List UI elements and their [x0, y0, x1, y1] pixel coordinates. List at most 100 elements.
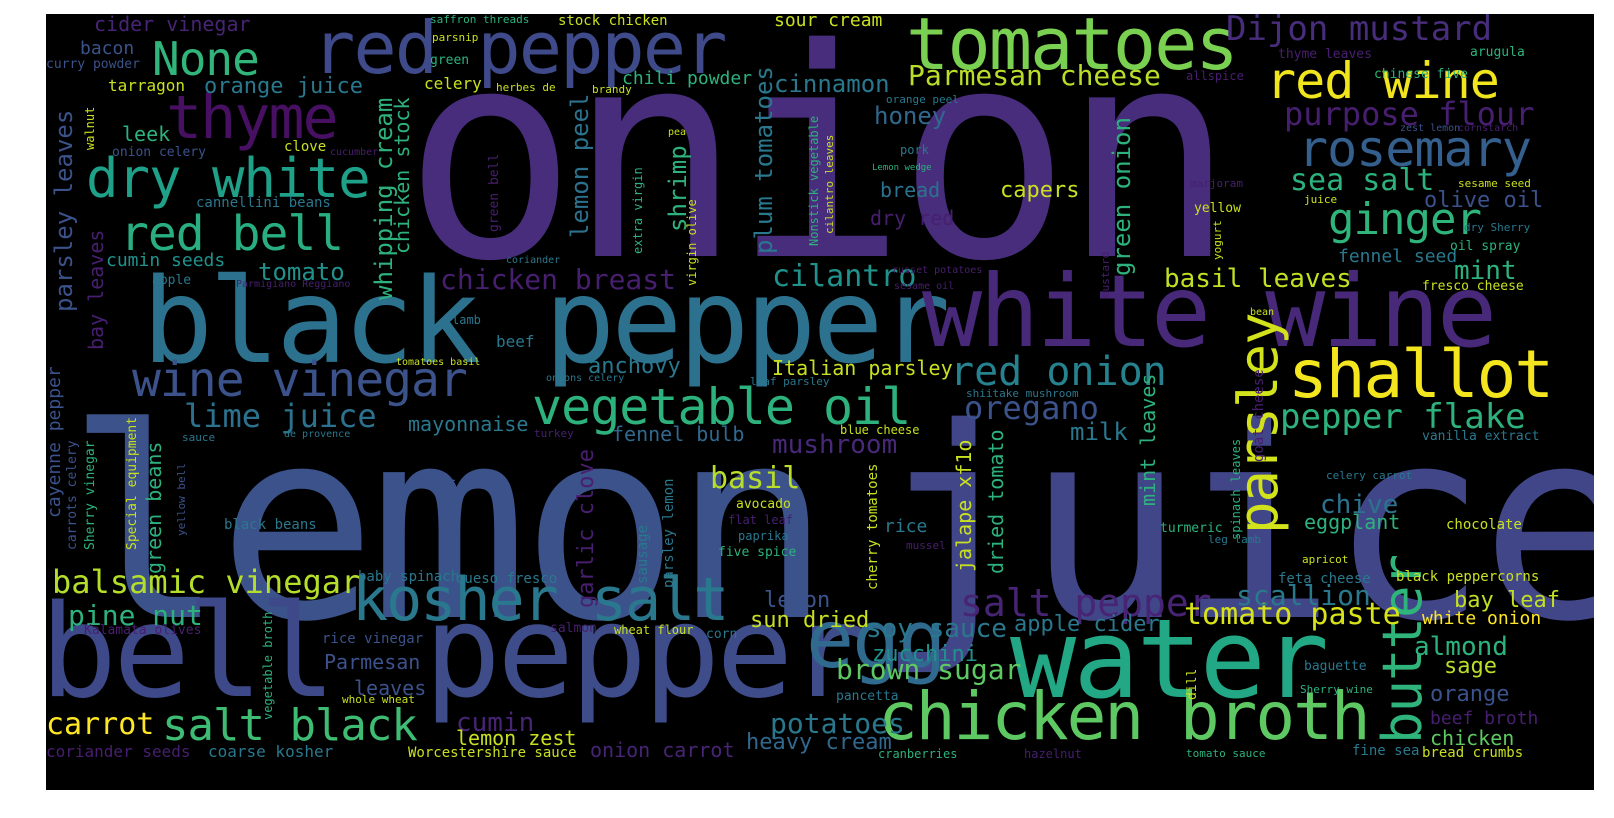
word-parsley-leaves: parsley leaves: [50, 109, 78, 312]
word-bell: bell: [46, 578, 336, 727]
word-dill: dill: [1185, 668, 1200, 700]
word-bay-leaves: bay leaves: [84, 229, 108, 350]
word-soy-sauce: soy sauce: [866, 614, 1007, 644]
word-fresco-cheese: fresco cheese: [1422, 279, 1524, 294]
word-orange-juice: orange juice: [204, 74, 363, 99]
word-thyme-leaves: thyme leaves: [1278, 47, 1372, 62]
word-garlic-clove: garlic clove: [574, 449, 599, 608]
word-basil: basil: [710, 461, 801, 496]
word-tomatoes-basil: tomatoes basil: [396, 357, 481, 368]
word-tomato: tomato: [258, 258, 345, 286]
word-lemon-peel: lemon peel: [566, 93, 594, 239]
word-tomato-paste: tomato paste: [1184, 597, 1401, 632]
word-apple-cider: apple cider: [1014, 612, 1160, 637]
word-chinese-five: chinese five: [1374, 67, 1468, 82]
word-honey: honey: [874, 102, 947, 130]
word-oregano: oregano: [964, 389, 1099, 427]
word-herbes-de: herbes de: [496, 81, 556, 94]
word-sour-cream: sour cream: [774, 14, 883, 31]
word-salmon: salmon: [550, 621, 597, 636]
word-dried-tomato: dried tomato: [984, 429, 1008, 575]
word-rice: rice: [884, 516, 928, 537]
word-orange: orange: [1430, 682, 1510, 707]
word-leaf-parsley: leaf parsley: [750, 375, 830, 388]
word-almond: almond: [1414, 632, 1508, 662]
word-mayonnaise: mayonnaise: [408, 412, 529, 436]
word-scallion: scallion: [1236, 579, 1371, 612]
word-parmesan-cheese: Parmesan cheese: [908, 59, 1161, 92]
word-plum-tomatoes: plum tomatoes: [750, 66, 778, 254]
word-stock-chicken: stock chicken: [558, 14, 668, 29]
word-walnut: walnut: [83, 106, 97, 150]
word-leg-lamb: leg lamb: [1208, 533, 1261, 546]
word-mushroom: mushroom: [772, 430, 898, 460]
word-onions-celery: onions celery: [546, 373, 625, 384]
word-curry-powder: curry powder: [46, 57, 140, 72]
word-salt-pepper: salt pepper: [960, 581, 1212, 625]
word-italian-parsley: Italian parsley: [772, 356, 953, 380]
word-red-wine: red wine: [1266, 52, 1500, 110]
word-vegetable-oil: vegetable oil: [532, 378, 911, 436]
word-oil-spray: oil spray: [1450, 239, 1521, 254]
word-spinach-leaves: spinach leaves: [1229, 438, 1243, 540]
word-kosher-salt: kosher salt: [352, 565, 729, 635]
word-pine-nut: pine nut: [68, 599, 203, 632]
word-turkey: turkey: [534, 427, 574, 440]
word-lime-juice: lime juice: [184, 397, 377, 435]
word-lemon: lemon: [66, 372, 832, 680]
word-sherry-vinegar: Sherry vinegar: [83, 440, 98, 550]
word-mint-leaves: mint leaves: [1136, 373, 1160, 506]
word-pancetta: pancetta: [836, 689, 899, 704]
word-leaves: leaves: [354, 676, 427, 700]
word-orange-peel: orange peel: [886, 93, 959, 106]
word-shallot: shallot: [1288, 336, 1554, 413]
word-sun-dried: sun dried: [750, 608, 870, 633]
word-clove: clove: [284, 139, 327, 155]
word-dry-red: dry red: [870, 206, 955, 230]
word-paprika: paprika: [738, 529, 789, 543]
word-celery-carrot: celery carrot: [1326, 469, 1413, 482]
word-mussel: mussel: [906, 539, 946, 552]
word-onion-carrot: onion carrot: [590, 738, 735, 762]
word-sausage: sausage: [635, 524, 651, 584]
word-salt-black: salt black: [162, 700, 418, 751]
word-lemon-zest: lemon zest: [456, 726, 577, 750]
word-sea-salt: sea salt: [1290, 163, 1435, 198]
word-vanilla-extract: vanilla extract: [1422, 429, 1540, 444]
word-yellow-bell: yellow bell: [175, 463, 188, 536]
word-wheat-flour: wheat flour: [614, 623, 694, 637]
word-jalape: jalape xf1o: [952, 439, 976, 572]
word-zucchini: zucchini: [872, 642, 978, 667]
word-carrot: carrot: [46, 707, 155, 742]
word-corn: corn: [706, 627, 738, 642]
word-feta-cheese: feta cheese: [1278, 571, 1371, 587]
word-green-beans: green beans: [142, 441, 166, 574]
word-allspice: allspice: [1186, 69, 1244, 83]
word-sesame-oil: sesame oil: [894, 281, 955, 292]
word-white-wine: white wine: [922, 253, 1497, 370]
word-shiitake: shiitake mushroom: [966, 387, 1079, 400]
word-mustard: mustard: [1099, 251, 1112, 298]
word-balsamic-vinegar: balsamic vinegar: [52, 563, 361, 601]
word-coriander: coriander: [506, 255, 561, 266]
word-ginger: ginger: [1328, 194, 1482, 245]
word-cannellini: cannellini beans: [196, 195, 331, 211]
word-carrots-celery: carrots celery: [65, 440, 80, 550]
word-pea: pea: [668, 127, 687, 138]
word-beef-broth: beef broth: [1430, 708, 1539, 729]
word-chili-powder: chili powder: [622, 68, 753, 89]
word-avocado: avocado: [736, 497, 791, 512]
word-basil-leaves: basil leaves: [1164, 264, 1352, 294]
word-fennel-bulb: fennel bulb: [612, 422, 745, 446]
word-zest-lemon: zest lemon: [1400, 123, 1461, 134]
word-parmesan: Parmesan: [324, 650, 421, 674]
word-dijon-mustard: Dijon mustard: [1226, 14, 1493, 49]
word-nonstick: Nonstick vegetable: [807, 115, 821, 246]
word-yellow: yellow: [1194, 201, 1241, 216]
word-bean: bean: [1250, 307, 1275, 318]
word-tomatoes: tomatoes: [906, 14, 1239, 86]
word-lemon-small: lemon: [764, 588, 831, 613]
word-chive: chive: [1320, 490, 1399, 520]
word-marjoram: marjoram: [1190, 177, 1243, 190]
word-thyme: thyme: [166, 83, 339, 153]
